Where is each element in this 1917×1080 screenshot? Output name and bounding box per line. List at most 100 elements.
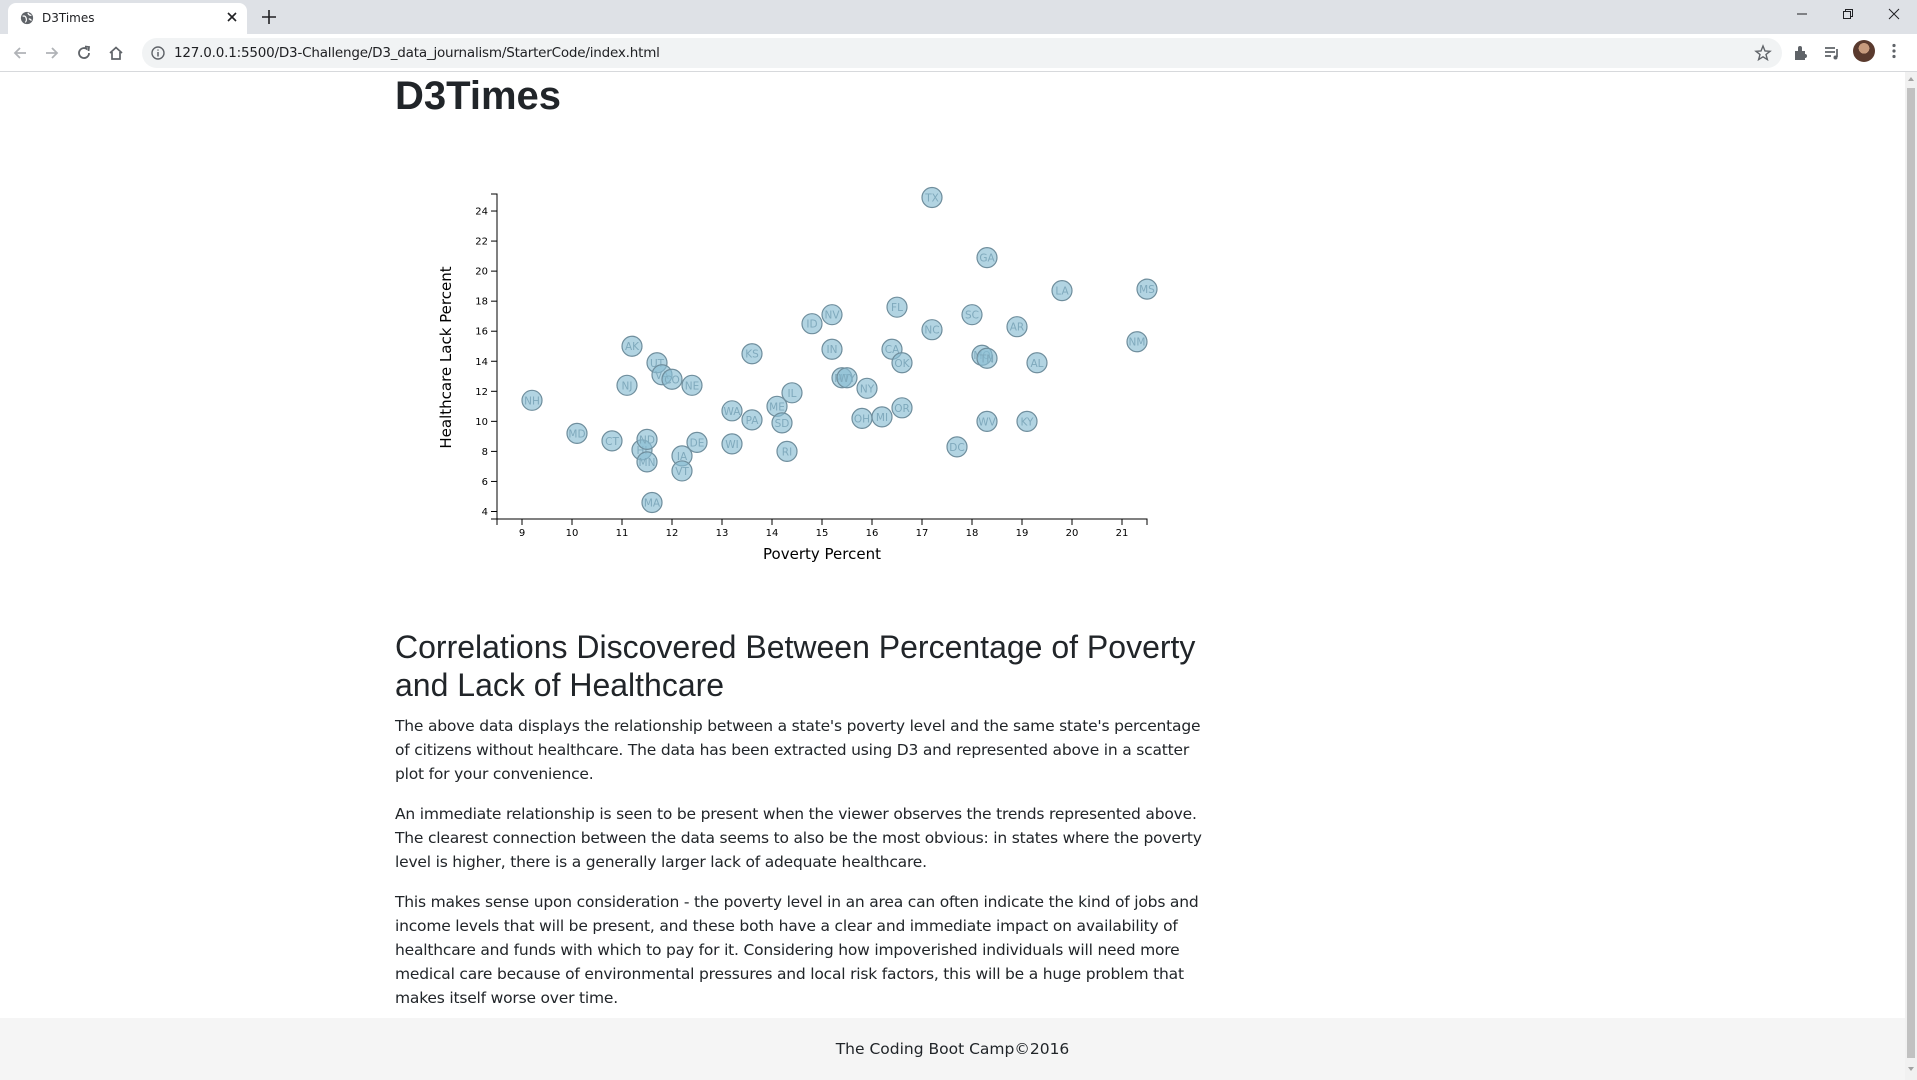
state-label: LA: [1055, 286, 1069, 298]
state-marker[interactable]: [601, 430, 623, 452]
state-marker[interactable]: [781, 382, 803, 404]
bookmark-star-icon[interactable]: [1754, 44, 1772, 62]
state-marker[interactable]: [1051, 280, 1073, 302]
state-marker[interactable]: [741, 409, 763, 431]
x-tick-label: 14: [766, 528, 779, 539]
vertical-scrollbar[interactable]: [1905, 72, 1917, 1080]
state-marker[interactable]: [741, 343, 763, 365]
forward-button[interactable]: [40, 41, 64, 65]
profile-avatar[interactable]: [1853, 40, 1875, 62]
extensions-icon[interactable]: [1791, 43, 1811, 63]
article-heading: Correlations Discovered Between Percenta…: [395, 629, 1196, 703]
state-label: MI: [876, 412, 888, 424]
chart-axes: 9 10 11 12 13 14 15 16 17 18 19 20 21 4 6 8 10 12 14 16 18 20…: [475, 193, 1148, 539]
state-label: MD: [568, 428, 585, 440]
state-marker[interactable]: [686, 431, 708, 453]
url-text: 127.0.0.1:5500/D3-Challenge/D3_data_jour…: [174, 45, 660, 61]
info-icon[interactable]: [151, 46, 165, 60]
state-marker[interactable]: [1126, 331, 1148, 353]
media-controls-icon[interactable]: [1822, 43, 1842, 63]
reload-icon: [78, 45, 91, 59]
state-label: OK: [894, 358, 910, 370]
globe-icon: [20, 11, 34, 25]
minimize-button[interactable]: [1779, 0, 1825, 30]
state-marker[interactable]: [636, 451, 658, 473]
state-label: IA: [677, 451, 688, 463]
x-tick-label: 10: [566, 528, 579, 539]
state-marker[interactable]: [891, 397, 913, 419]
article-paragraph-3: This makes sense upon consideration - th…: [395, 893, 1199, 1007]
close-window-button[interactable]: [1871, 0, 1917, 30]
state-marker[interactable]: [836, 367, 858, 389]
y-tick-label: 8: [482, 447, 488, 458]
state-marker[interactable]: [976, 410, 998, 432]
state-marker[interactable]: [521, 389, 543, 411]
scrollbar-thumb[interactable]: [1907, 88, 1915, 1058]
state-marker[interactable]: [566, 422, 588, 444]
x-tick-label: 13: [716, 528, 729, 539]
more-menu-icon[interactable]: [1891, 43, 1897, 59]
state-marker[interactable]: [871, 406, 893, 428]
state-marker[interactable]: [821, 304, 843, 326]
state-marker[interactable]: [681, 374, 703, 396]
state-marker[interactable]: [1016, 410, 1038, 432]
arrow-right-icon: [46, 47, 59, 59]
state-marker[interactable]: [661, 368, 683, 390]
state-marker[interactable]: [856, 377, 878, 399]
state-label: VT: [675, 466, 689, 478]
state-marker[interactable]: [1006, 316, 1028, 338]
address-bar[interactable]: 127.0.0.1:5500/D3-Challenge/D3_data_jour…: [142, 38, 1782, 68]
state-marker[interactable]: [821, 338, 843, 360]
article-paragraph-2: An immediate relationship is seen to be …: [395, 805, 1202, 871]
restore-button[interactable]: [1825, 0, 1871, 30]
x-tick-label: 17: [916, 528, 929, 539]
state-marker[interactable]: [961, 304, 983, 326]
state-label: NC: [924, 325, 939, 337]
state-marker[interactable]: [1026, 352, 1048, 374]
tab-strip: D3Times: [0, 0, 1917, 34]
x-tick-label: 11: [616, 528, 629, 539]
state-marker[interactable]: [946, 436, 968, 458]
state-marker[interactable]: [891, 352, 913, 374]
reload-button[interactable]: [72, 41, 96, 65]
state-marker[interactable]: [976, 347, 998, 369]
state-label: TX: [924, 193, 939, 205]
close-tab-icon[interactable]: [223, 8, 241, 26]
new-tab-icon[interactable]: [258, 6, 280, 28]
state-marker[interactable]: [776, 440, 798, 462]
scroll-up-arrow-icon[interactable]: [1907, 75, 1915, 83]
state-marker[interactable]: [801, 313, 823, 335]
state-marker[interactable]: [621, 335, 643, 357]
back-button[interactable]: [8, 41, 32, 65]
state-label: NH: [524, 395, 540, 407]
state-marker[interactable]: [976, 246, 998, 269]
scroll-down-arrow-icon[interactable]: [1907, 1065, 1915, 1073]
state-marker[interactable]: [886, 296, 908, 318]
state-label: ID: [806, 319, 817, 331]
home-icon: [109, 46, 123, 60]
state-label: RI: [782, 446, 792, 458]
state-marker[interactable]: [636, 428, 658, 450]
footer: The Coding Boot Camp©2016: [0, 1018, 1905, 1080]
state-label: OR: [894, 403, 910, 415]
state-label: CO: [664, 374, 680, 386]
state-marker[interactable]: [921, 319, 943, 341]
x-tick-label: 19: [1016, 528, 1029, 539]
close-icon: [1888, 8, 1900, 20]
state-marker[interactable]: [721, 400, 743, 422]
state-marker[interactable]: [721, 433, 743, 455]
state-marker[interactable]: [641, 491, 663, 514]
state-marker[interactable]: [671, 460, 693, 482]
state-label: DE: [690, 437, 705, 449]
state-marker[interactable]: [1136, 278, 1158, 300]
home-button[interactable]: [104, 41, 128, 65]
state-marker[interactable]: [771, 412, 793, 434]
state-marker[interactable]: [616, 374, 638, 396]
state-marker[interactable]: [921, 186, 943, 209]
state-label: HI: [637, 445, 648, 457]
state-label: OH: [854, 413, 870, 425]
article: Correlations Discovered Between Percenta…: [395, 628, 1215, 1026]
state-label: MA: [644, 497, 661, 509]
state-label: CT: [605, 436, 619, 448]
browser-tab[interactable]: D3Times: [8, 3, 247, 34]
